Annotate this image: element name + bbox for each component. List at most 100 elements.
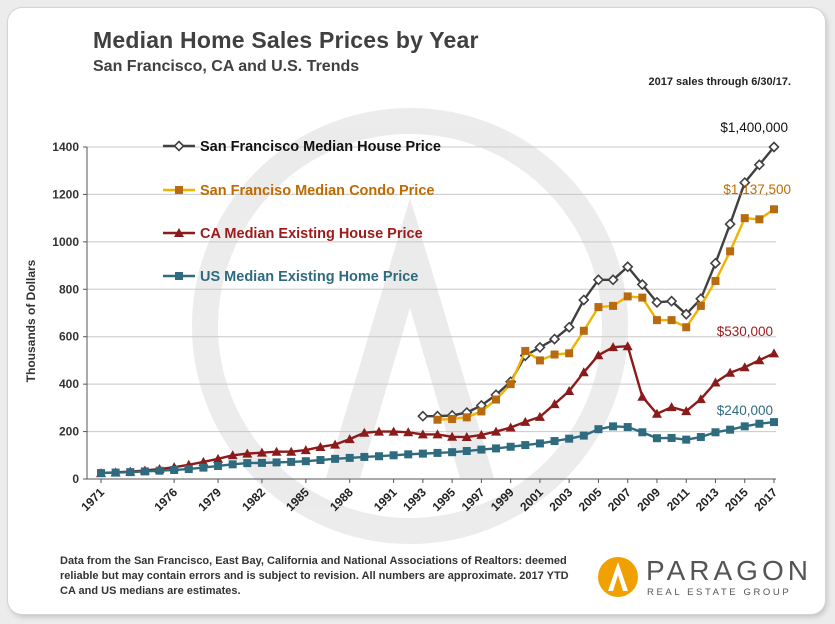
data-point	[607, 274, 619, 286]
end-value-labels: $1,400,000 $1,137,500 $530,000 $240,000	[717, 120, 791, 418]
legend-item: San Francisco Median House Price	[163, 139, 441, 155]
y-axis-label: Thousands of Dollars	[24, 259, 38, 382]
logo-name: PARAGON	[646, 555, 812, 586]
data-point	[726, 425, 735, 434]
data-point	[389, 451, 398, 460]
data-point	[448, 448, 457, 457]
data-point	[388, 426, 399, 436]
data-point	[652, 316, 661, 325]
data-point	[418, 449, 427, 458]
data-point	[652, 434, 661, 443]
data-point	[623, 423, 632, 432]
data-point	[579, 431, 588, 440]
data-point	[447, 431, 458, 441]
chart-frame: 0 200 400 600 800 1000 1200 1400 1971 1976 1979 19…	[8, 8, 825, 614]
data-point	[97, 469, 105, 478]
data-point	[477, 445, 486, 454]
data-point	[770, 205, 778, 214]
y-tick-label: 400	[59, 377, 79, 391]
data-series	[96, 141, 780, 478]
data-point	[726, 247, 735, 256]
data-point	[579, 326, 588, 335]
data-point	[754, 355, 765, 365]
y-tick-label: 800	[59, 282, 79, 296]
y-tick-label: 200	[59, 425, 79, 439]
y-tick-label: 1400	[52, 140, 79, 154]
legend-label: San Franciso Median Condo Price	[200, 183, 434, 199]
data-point	[345, 453, 354, 462]
data-point	[534, 341, 546, 354]
paragon-logo: PARAGON REAL ESTATE GROUP	[596, 553, 808, 603]
data-point	[256, 447, 267, 457]
data-point	[492, 395, 501, 404]
data-point	[404, 450, 413, 459]
data-point	[636, 278, 648, 291]
data-point	[433, 415, 442, 424]
data-point	[272, 458, 281, 467]
data-point	[622, 261, 634, 273]
data-point	[696, 433, 705, 442]
legend-swatch-marker	[174, 228, 184, 237]
data-point	[476, 429, 487, 439]
data-point	[739, 362, 750, 372]
data-point	[578, 294, 590, 306]
data-point	[711, 428, 720, 437]
data-point	[682, 323, 691, 332]
data-point	[563, 321, 575, 333]
x-tick-label: 1976	[151, 485, 180, 514]
x-tick-label: 1971	[78, 485, 107, 514]
x-tick-label: 1991	[371, 485, 400, 514]
x-tick-label: 1979	[195, 485, 224, 514]
data-point	[477, 407, 486, 416]
legend-swatch-marker	[173, 140, 185, 152]
chart-title: Median Home Sales Prices by Year	[93, 27, 479, 53]
axes	[83, 146, 776, 483]
data-point	[242, 448, 253, 458]
data-point	[286, 446, 297, 456]
data-point	[417, 410, 429, 422]
data-point	[755, 215, 764, 224]
data-point	[111, 468, 120, 477]
watermark-logo	[192, 108, 628, 544]
series-4	[97, 418, 778, 478]
data-point	[609, 422, 618, 431]
x-tick-label: 2011	[664, 485, 693, 514]
y-tick-labels: 0 200 400 600 800 1000 1200 1400	[52, 140, 79, 486]
data-point	[155, 466, 164, 475]
data-point	[461, 432, 472, 442]
data-point	[651, 296, 663, 308]
data-point	[432, 429, 443, 439]
data-point	[534, 411, 545, 421]
data-point	[448, 415, 457, 424]
legend-item: US Median Existing Home Price	[163, 269, 418, 285]
data-point	[373, 426, 384, 436]
data-point	[740, 422, 749, 431]
data-point	[287, 457, 296, 466]
data-point	[666, 402, 677, 412]
end-value-label: $1,400,000	[720, 120, 788, 135]
data-point	[521, 441, 530, 450]
data-point	[667, 433, 676, 442]
series-2	[433, 205, 778, 424]
data-point	[564, 386, 575, 396]
data-point	[680, 308, 692, 320]
data-point	[492, 444, 501, 453]
data-point	[638, 293, 647, 302]
data-point	[740, 214, 749, 223]
data-point	[768, 141, 780, 153]
data-point	[199, 463, 208, 472]
data-point	[622, 341, 633, 351]
data-point	[755, 419, 764, 428]
x-tick-label: 1993	[400, 485, 429, 514]
legend-label: San Francisco Median House Price	[200, 139, 441, 155]
chart-subtitle: San Francisco, CA and U.S. Trends	[93, 58, 360, 75]
data-point	[315, 441, 326, 451]
legend-item: San Franciso Median Condo Price	[163, 183, 434, 199]
data-point	[184, 465, 193, 474]
data-point	[593, 350, 604, 360]
data-point	[770, 418, 778, 427]
paragon-logo-icon	[598, 557, 638, 597]
data-point	[638, 428, 647, 437]
data-point	[565, 434, 574, 443]
data-point	[609, 301, 618, 310]
